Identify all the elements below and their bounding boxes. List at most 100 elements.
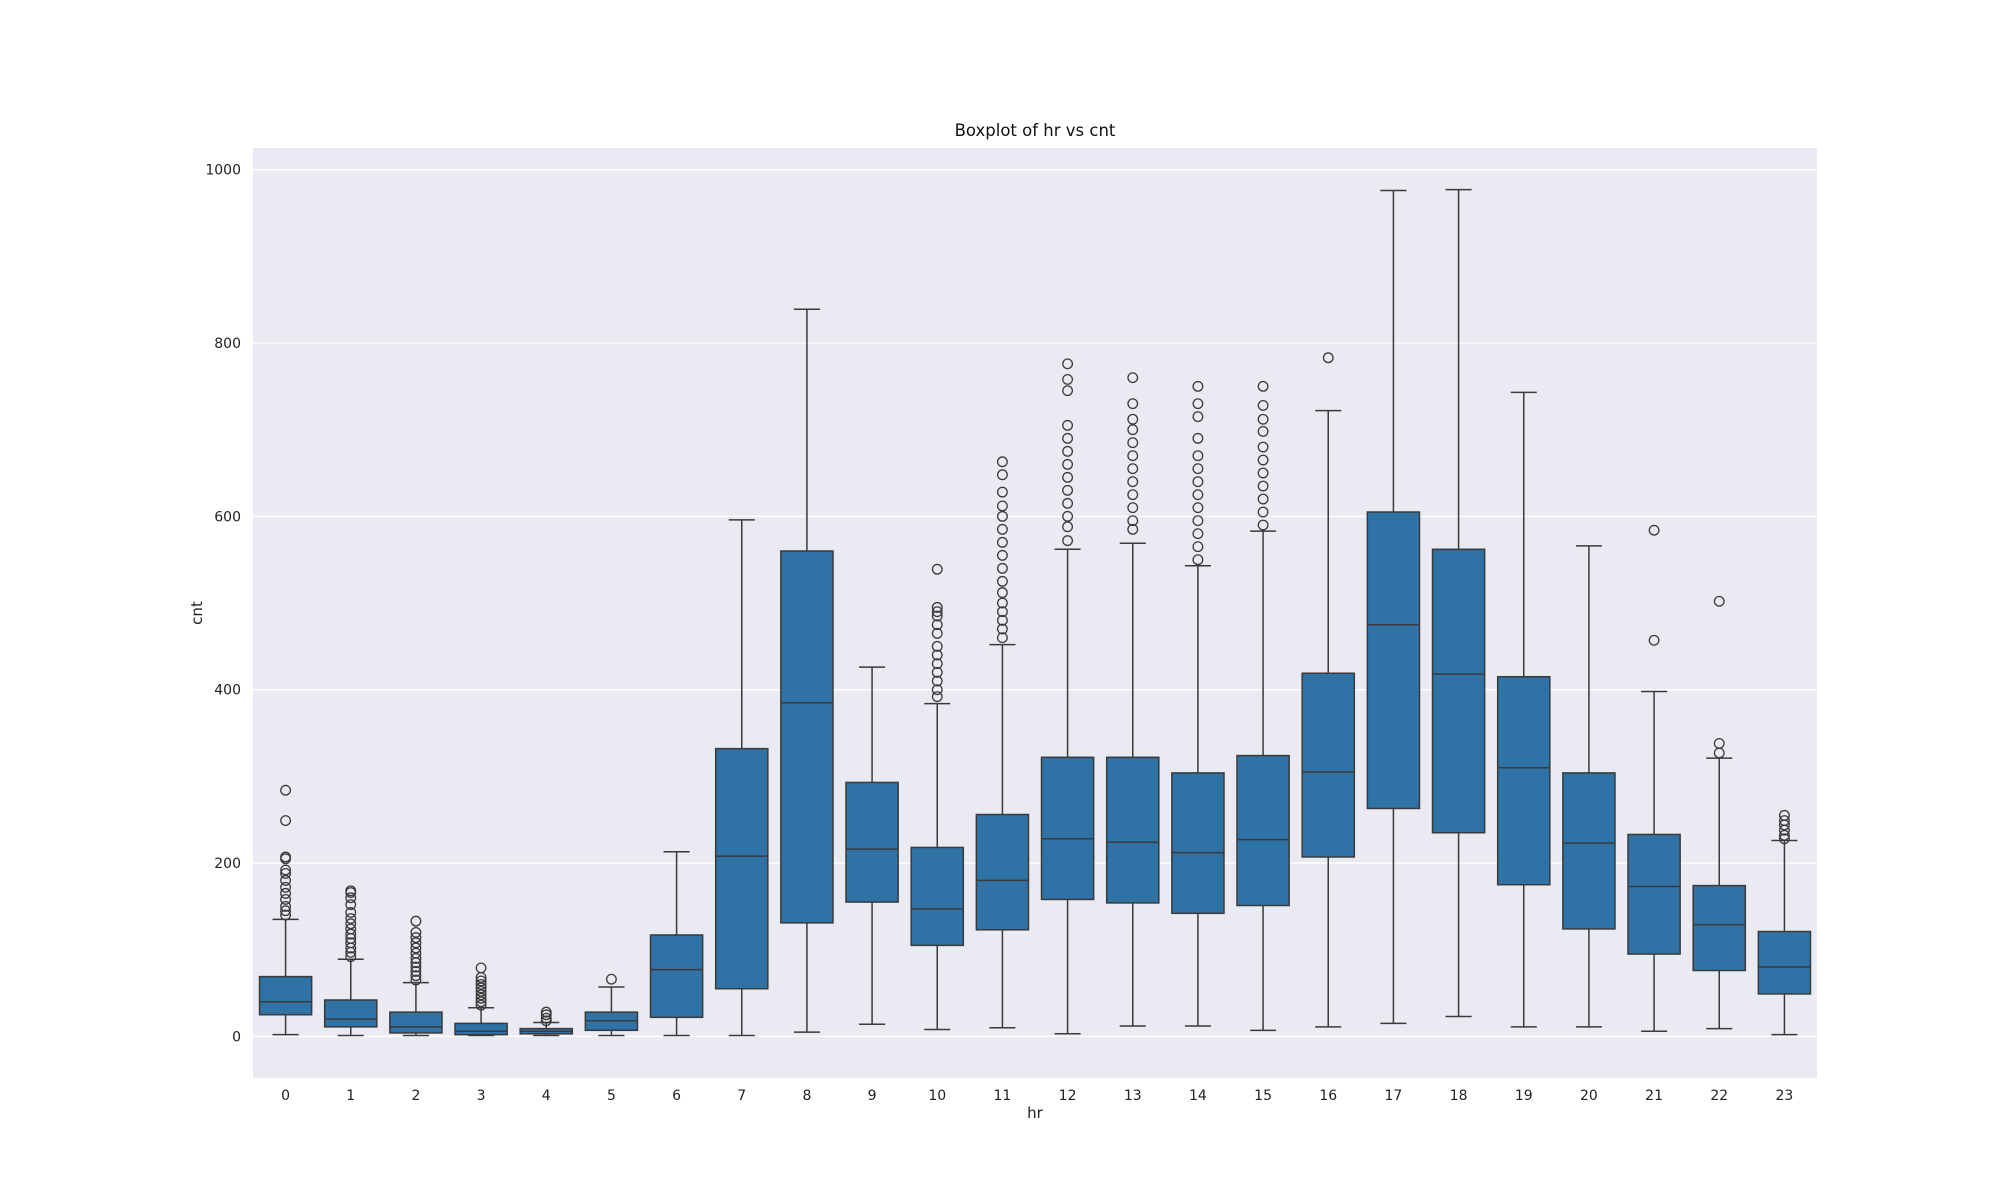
outlier-point	[996, 575, 1008, 587]
iqr-box	[845, 781, 899, 903]
grid-lines	[253, 169, 1817, 1038]
y-tick-label: 400	[214, 683, 241, 699]
outlier-point	[475, 975, 487, 987]
outlier-point	[931, 658, 943, 670]
x-tick-label: 6	[672, 1088, 681, 1104]
y-tick-label: 1000	[205, 163, 241, 179]
outlier-point	[996, 606, 1008, 618]
outlier-point	[1192, 528, 1204, 540]
outlier-point	[280, 874, 292, 886]
outlier-point	[1713, 737, 1725, 749]
outlier-point	[1062, 484, 1074, 496]
iqr-box	[975, 813, 1030, 931]
outlier-point	[1062, 373, 1074, 385]
iqr-box	[780, 550, 834, 924]
outlier-point	[410, 961, 422, 973]
outlier-point	[475, 962, 487, 974]
y-tick-label: 0	[232, 1029, 241, 1045]
outlier-point	[1257, 519, 1269, 531]
x-tick-label: 22	[1710, 1088, 1728, 1104]
outlier-point	[1257, 399, 1269, 411]
box-group-hr-6	[649, 851, 704, 1037]
outlier-point	[280, 887, 292, 899]
outlier-point	[280, 900, 292, 912]
outlier-point	[1778, 829, 1790, 841]
y-tick-label: 600	[214, 509, 241, 525]
outlier-point	[1127, 515, 1139, 527]
outlier-point	[1062, 535, 1074, 547]
outlier-point	[475, 978, 487, 990]
iqr-box	[910, 846, 965, 947]
outlier-point	[1127, 463, 1139, 475]
outlier-point	[345, 918, 357, 930]
outlier-point	[931, 675, 943, 687]
outlier-point	[1127, 424, 1139, 436]
outlier-point	[1713, 595, 1725, 607]
box-group-hr-14	[1171, 380, 1225, 1027]
outlier-point	[280, 905, 292, 917]
outlier-point	[1778, 833, 1790, 845]
outlier-point	[1192, 450, 1204, 462]
outlier-point	[345, 913, 357, 924]
outlier-point	[345, 892, 357, 904]
outlier-point	[996, 549, 1008, 561]
outlier-point	[1062, 385, 1074, 397]
outlier-point	[996, 456, 1008, 468]
x-tick-label: 17	[1385, 1088, 1403, 1104]
box-group-hr-22	[1692, 595, 1747, 1030]
outlier-point	[280, 851, 292, 863]
outlier-point	[1257, 413, 1269, 425]
outlier-point	[1127, 413, 1139, 425]
outlier-point	[931, 610, 943, 622]
outlier-point	[1127, 502, 1139, 514]
outlier-point	[996, 469, 1008, 481]
box-group-hr-0	[258, 784, 313, 1036]
outlier-point	[280, 881, 292, 893]
iqr-box	[1496, 675, 1551, 886]
x-tick-label: 14	[1189, 1088, 1207, 1104]
outlier-point	[1127, 489, 1139, 501]
box-group-hr-16	[1301, 352, 1356, 1028]
iqr-box	[1236, 754, 1290, 907]
outlier-point	[1127, 523, 1139, 535]
outlier-point	[280, 868, 292, 879]
outlier-point	[1127, 476, 1139, 488]
outlier-point	[1062, 419, 1074, 431]
box-group-hr-2	[389, 915, 443, 1037]
outlier-point	[931, 601, 943, 613]
outlier-point	[996, 623, 1008, 635]
outlier-point	[1062, 497, 1074, 509]
outlier-point	[475, 996, 487, 1008]
box-group-hr-13	[1105, 372, 1160, 1027]
x-tick-label: 19	[1515, 1088, 1533, 1104]
boxes-layer	[258, 188, 1812, 1037]
outlier-point	[1257, 493, 1269, 505]
box-group-hr-7	[714, 519, 769, 1037]
box-group-hr-4	[519, 1006, 574, 1037]
outlier-point	[1062, 358, 1074, 370]
outlier-point	[1062, 510, 1074, 522]
outlier-point	[1062, 445, 1074, 457]
x-tick-label: 16	[1319, 1088, 1337, 1104]
box-group-hr-12	[1040, 358, 1095, 1035]
outlier-point	[996, 614, 1008, 626]
box-group-hr-5	[584, 973, 639, 1037]
y-axis-label: cnt	[188, 601, 206, 625]
outlier-point	[345, 923, 357, 935]
outlier-point	[345, 928, 357, 940]
box-group-hr-18	[1431, 188, 1486, 1018]
outlier-point	[345, 899, 357, 911]
outlier-point	[1192, 489, 1204, 501]
outlier-point	[475, 989, 487, 1001]
x-tick-label: 10	[928, 1088, 946, 1104]
outlier-point	[1648, 524, 1660, 536]
outlier-point	[996, 523, 1008, 535]
outlier-point	[1257, 380, 1269, 392]
outlier-point	[475, 992, 487, 1004]
outlier-point	[605, 973, 617, 985]
iqr-box	[1692, 884, 1747, 972]
x-tick-label: 1	[346, 1088, 355, 1104]
outlier-point	[1257, 467, 1269, 479]
y-tick-label: 800	[214, 336, 241, 352]
box-group-hr-21	[1627, 524, 1681, 1032]
